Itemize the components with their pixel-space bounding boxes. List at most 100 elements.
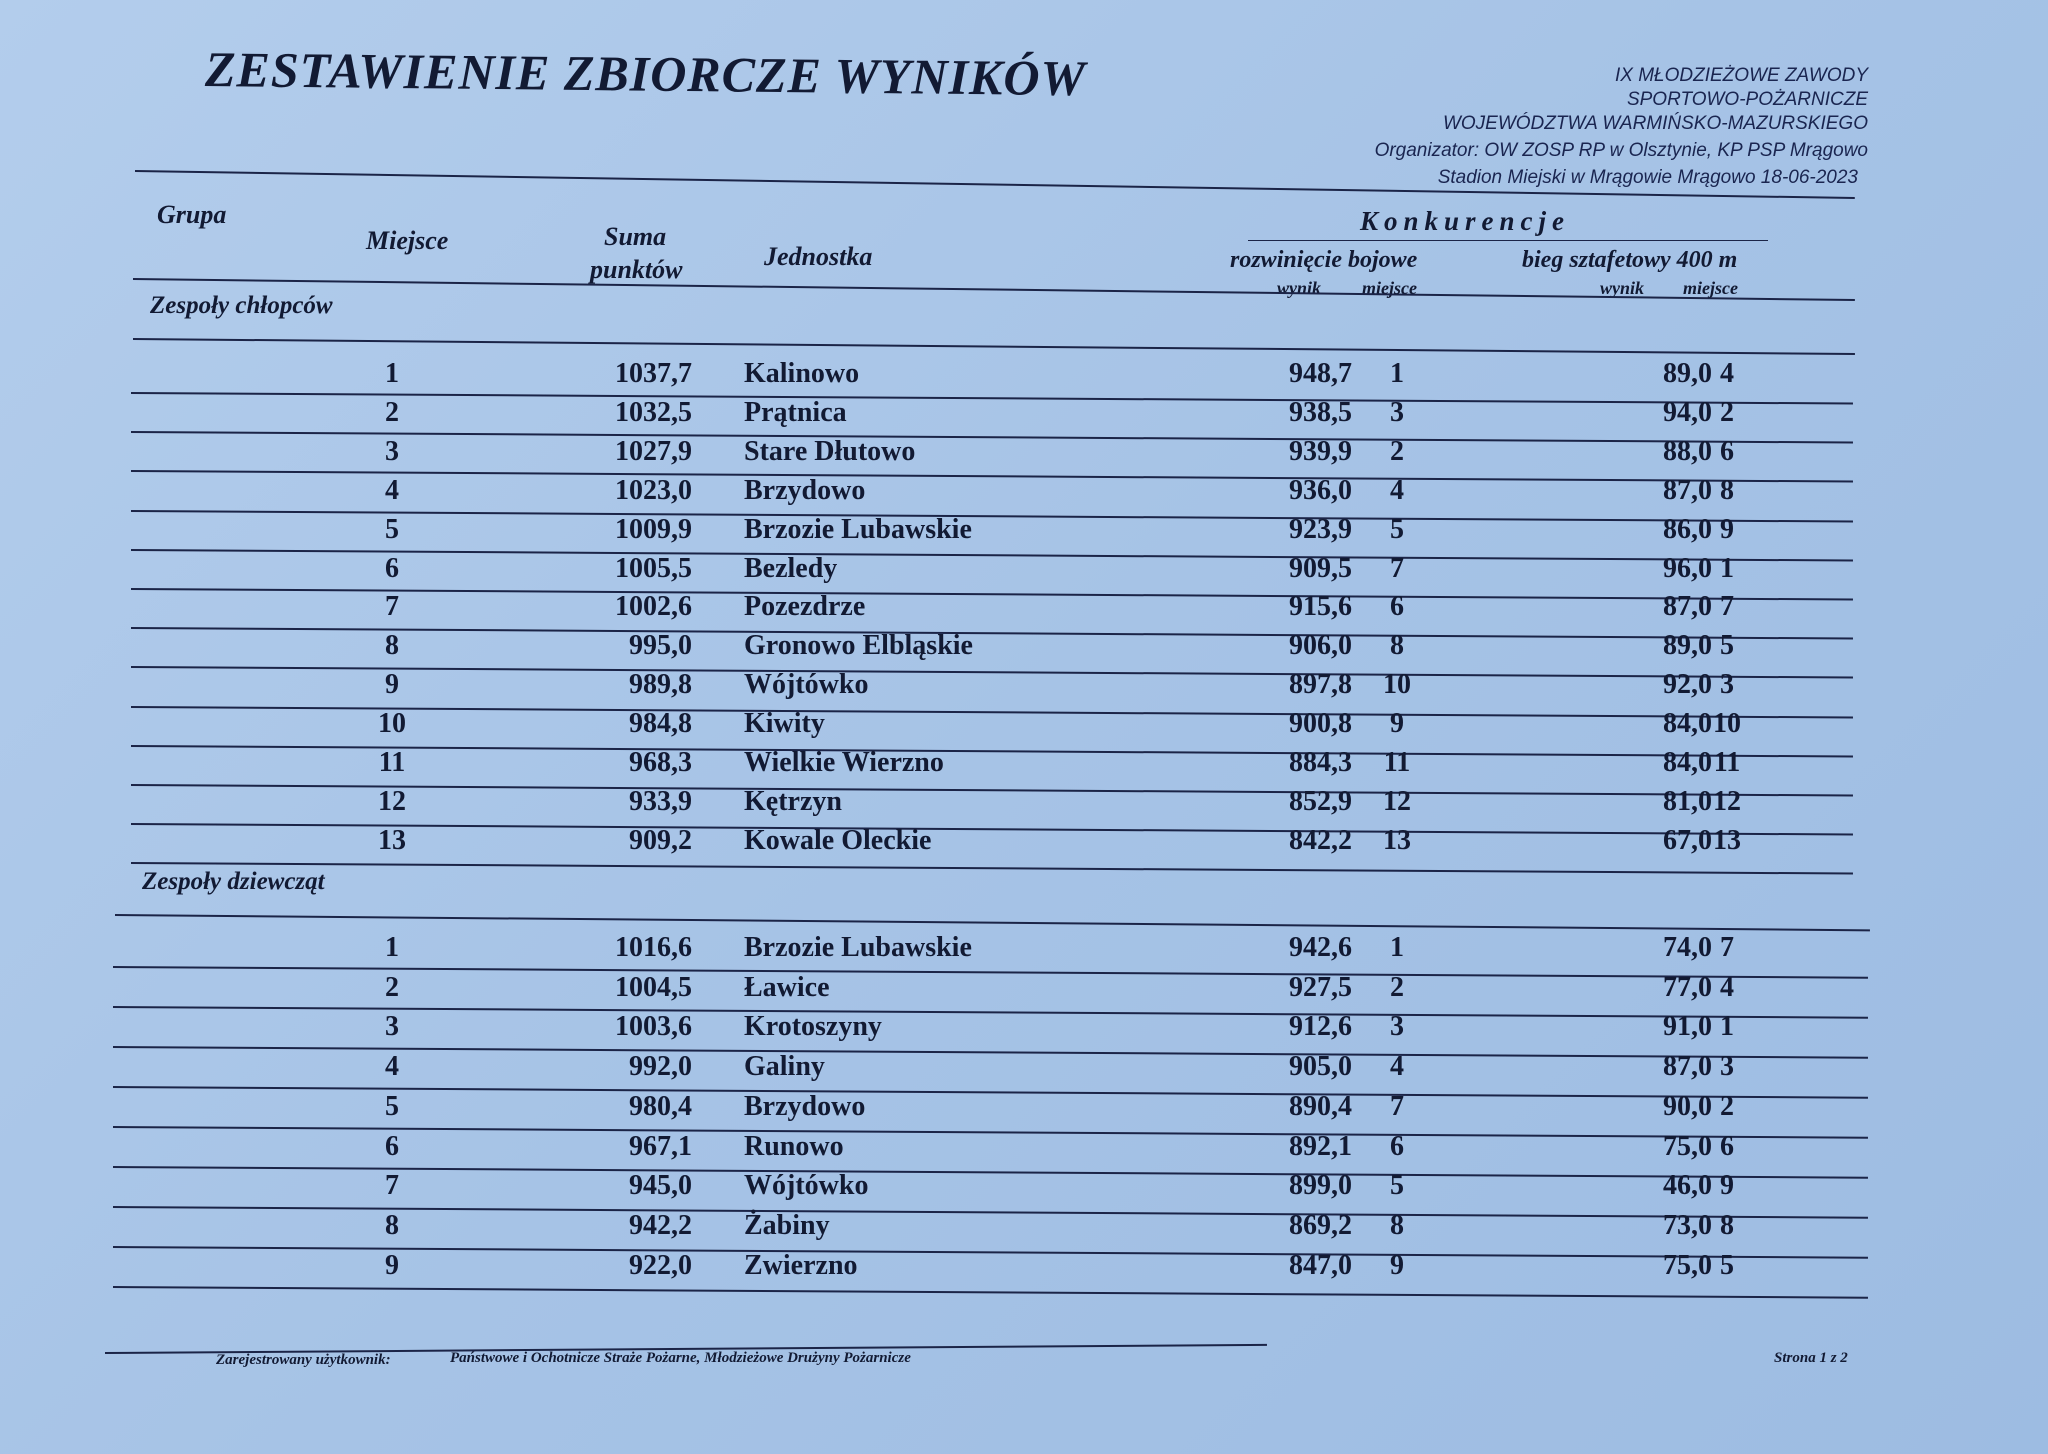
- comp1-result-cell: 938,5: [1289, 396, 1352, 428]
- comp1-result-cell: 915,6: [1289, 591, 1352, 623]
- table-row: 3 1027,9 Stare Dłutowo 939,9 2 88,0 6: [0, 434, 2048, 483]
- place-cell: 8: [385, 630, 399, 662]
- sum-cell: 989,8: [629, 669, 692, 701]
- comp2-place-cell: 4: [1720, 358, 1734, 389]
- place-cell: 13: [378, 824, 406, 856]
- comp1-place-cell: 7: [1390, 552, 1404, 584]
- comp2-result-cell: 87,0: [1663, 474, 1712, 506]
- comp2-result-cell: 67,0: [1663, 824, 1712, 856]
- comp2-result-cell: 89,0: [1663, 358, 1712, 389]
- sum-cell: 1009,9: [615, 513, 692, 545]
- event-line-2: SPORTOWO-POŻARNICZE: [1626, 89, 1868, 110]
- konkurencje-rule: [1248, 240, 1768, 241]
- group-rule: [114, 914, 1870, 932]
- place-cell: 10: [378, 708, 406, 740]
- comp1-result-cell: 912,6: [1289, 1011, 1352, 1043]
- table-row: 1 1037,7 Kalinowo 948,7 1 89,0 4: [0, 356, 2048, 405]
- comp1-result-cell: 942,6: [1289, 932, 1352, 963]
- comp2-place-cell: 10: [1713, 708, 1741, 740]
- table-row: 13 909,2 Kowale Oleckie 842,2 13 67,0 13: [0, 824, 2048, 875]
- unit-cell: Brzozie Lubawskie: [744, 513, 972, 545]
- comp1-place-cell: 6: [1390, 591, 1404, 623]
- place-cell: 8: [385, 1209, 399, 1241]
- place-cell: 9: [385, 669, 399, 701]
- comp1-place-cell: 6: [1390, 1130, 1404, 1162]
- comp2-result-cell: 84,0: [1663, 747, 1712, 778]
- place-cell: 6: [385, 1130, 399, 1162]
- header-jednostka: Jednostka: [764, 242, 873, 271]
- place-cell: 7: [385, 591, 399, 623]
- header-comp2: bieg sztafetowy 400 m: [1522, 247, 1738, 273]
- sum-cell: 1032,5: [615, 396, 692, 428]
- comp2-place-cell: 3: [1720, 669, 1734, 701]
- table-row: 9 989,8 Wójtówko 897,8 10 92,0 3: [0, 669, 2048, 719]
- comp2-result-cell: 90,0: [1663, 1090, 1712, 1122]
- comp2-result-cell: 75,0: [1663, 1130, 1712, 1162]
- sum-cell: 992,0: [629, 1051, 692, 1083]
- sum-cell: 945,0: [629, 1170, 692, 1202]
- unit-cell: Galiny: [744, 1051, 825, 1083]
- table-row: 11 968,3 Wielkie Wierzno 884,3 11 84,0 11: [0, 747, 2048, 797]
- group-heading: Zespoły chłopców: [150, 292, 333, 319]
- event-organizer: Organizator: OW ZOSP RP w Olsztynie, KP …: [1374, 140, 1868, 161]
- unit-cell: Ławice: [744, 971, 830, 1003]
- comp2-place-cell: 9: [1720, 1170, 1734, 1202]
- comp2-place-cell: 8: [1720, 474, 1734, 506]
- sum-cell: 968,3: [629, 747, 692, 778]
- table-row: 5 980,4 Brzydowo 890,4 7 90,0 2: [0, 1090, 2048, 1139]
- footer-registered-value: Państwowe i Ochotnicze Straże Pożarne, M…: [450, 1350, 911, 1366]
- comp1-place-cell: 5: [1390, 1170, 1404, 1202]
- comp2-place-cell: 6: [1720, 1130, 1734, 1162]
- table-row: 4 1023,0 Brzydowo 936,0 4 87,0 8: [0, 474, 2048, 523]
- place-cell: 2: [385, 396, 399, 428]
- event-line-1: IX MŁODZIEŻOWE ZAWODY: [1615, 65, 1868, 86]
- comp2-place-cell: 5: [1720, 1249, 1734, 1281]
- comp2-result-cell: 92,0: [1663, 669, 1712, 701]
- comp1-result-cell: 890,4: [1289, 1090, 1352, 1122]
- table-row: 7 945,0 Wójtówko 899,0 5 46,0 9: [0, 1170, 2048, 1219]
- comp1-result-cell: 869,2: [1289, 1209, 1352, 1241]
- unit-cell: Żabiny: [744, 1209, 830, 1241]
- comp2-result-cell: 75,0: [1663, 1249, 1712, 1281]
- comp2-place-cell: 7: [1720, 591, 1734, 623]
- event-info: IX MŁODZIEŻOWE ZAWODY SPORTOWO-POŻARNICZ…: [1375, 64, 1868, 190]
- comp1-place-cell: 13: [1383, 824, 1411, 856]
- footer-registered-label: Zarejestrowany użytkownik:: [216, 1352, 391, 1368]
- comp1-place-cell: 11: [1383, 747, 1411, 778]
- unit-cell: Prątnica: [744, 396, 847, 428]
- sum-cell: 980,4: [629, 1090, 692, 1122]
- unit-cell: Kowale Oleckie: [744, 824, 932, 856]
- comp2-result-cell: 88,0: [1663, 435, 1712, 467]
- unit-cell: Gronowo Elbląskie: [744, 630, 973, 662]
- unit-cell: Wójtówko: [744, 669, 869, 701]
- comp2-place-cell: 9: [1720, 513, 1734, 545]
- header-comp1: rozwinięcie bojowe: [1230, 247, 1418, 273]
- comp1-place-cell: 9: [1390, 1249, 1404, 1281]
- header-konkurencje: Konkurencje: [1360, 206, 1571, 236]
- comp1-result-cell: 948,7: [1289, 358, 1352, 389]
- unit-cell: Brzydowo: [744, 1090, 866, 1122]
- comp2-result-cell: 87,0: [1663, 591, 1712, 623]
- comp1-place-cell: 7: [1390, 1090, 1404, 1122]
- header-miejsce: Miejsce: [366, 226, 449, 255]
- comp1-result-cell: 936,0: [1289, 474, 1352, 506]
- comp1-place-cell: 12: [1383, 785, 1411, 817]
- comp2-result-cell: 73,0: [1663, 1209, 1712, 1241]
- comp2-result-cell: 84,0: [1663, 708, 1712, 740]
- place-cell: 5: [385, 1090, 399, 1122]
- group-heading: Zespoły dziewcząt: [142, 868, 325, 895]
- table-row: 2 1032,5 Prątnica 938,5 3 94,0 2: [0, 395, 2048, 444]
- comp1-result-cell: 923,9: [1289, 513, 1352, 545]
- place-cell: 9: [385, 1249, 399, 1281]
- sum-cell: 984,8: [629, 708, 692, 740]
- comp1-place-cell: 9: [1390, 708, 1404, 740]
- comp1-result-cell: 842,2: [1289, 824, 1352, 856]
- comp2-result-cell: 77,0: [1663, 971, 1712, 1003]
- comp1-result-cell: 939,9: [1289, 435, 1352, 467]
- comp2-result-cell: 46,0: [1663, 1170, 1712, 1202]
- comp2-result-cell: 74,0: [1663, 932, 1712, 963]
- unit-cell: Bezledy: [744, 552, 838, 584]
- comp2-place-cell: 3: [1720, 1051, 1734, 1083]
- table-row: 9 922,0 Zwierzno 847,0 9 75,0 5: [0, 1249, 2048, 1299]
- unit-cell: Wielkie Wierzno: [744, 747, 944, 778]
